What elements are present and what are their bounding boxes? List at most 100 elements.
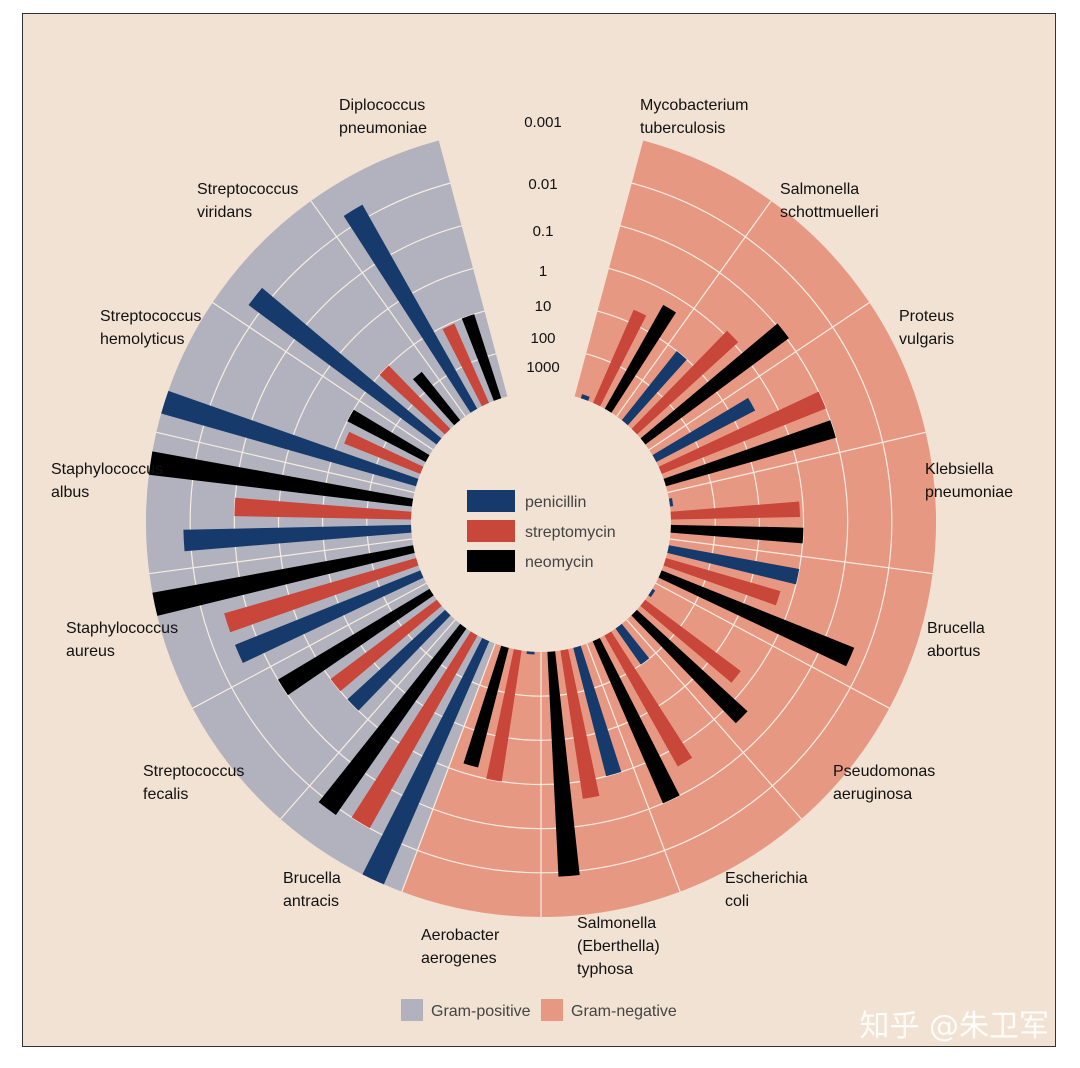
tick-label: 10 — [535, 298, 552, 315]
penicillin-bar — [615, 623, 650, 665]
grid-spoke — [655, 582, 890, 709]
tick-label: 1000 — [526, 359, 559, 376]
bacteria-label: Brucella abortus — [927, 620, 985, 660]
streptomycin-bar — [560, 649, 600, 799]
tick-label: 0.001 — [524, 114, 562, 131]
legend-swatch — [467, 520, 515, 542]
bacteria-labels: Mycobacterium tuberculosis Salmonella schot… — [51, 97, 1013, 978]
bacteria-label: Proteus vulgaris — [899, 308, 954, 348]
tick-labels: 0.001 0.01 0.1 1 10 100 1000 — [524, 114, 562, 376]
bacteria-label-line: Aerobacter — [421, 927, 500, 944]
bacteria-label-line: coli — [725, 893, 749, 910]
bacteria-label-line: typhosa — [577, 961, 633, 978]
penicillin-bar — [648, 588, 656, 598]
grid-spoke — [156, 431, 415, 494]
grid-spoke — [586, 643, 681, 892]
streptomycin-bar — [670, 501, 800, 520]
streptomycin-bar — [631, 330, 739, 435]
penicillin-bar — [621, 350, 687, 426]
neomycin-bar — [670, 524, 804, 544]
neomycin-bar — [592, 637, 680, 804]
bacteria-label-line: viridans — [197, 204, 252, 221]
penicillin-bar — [248, 287, 442, 445]
neomycin-bar — [152, 545, 415, 616]
bacteria-label-line: vulgaris — [899, 331, 954, 348]
bacteria-label-line: Brucella — [927, 620, 985, 637]
bacteria-label-line: Streptococcus — [143, 763, 244, 780]
streptomycin-bar — [330, 599, 442, 692]
bacteria-label: Aerobacter aerogenes — [421, 927, 500, 967]
bacteria-label: Streptococcus hemolyticus — [100, 308, 201, 348]
streptomycin-bar — [351, 631, 478, 829]
streptomycin-bar — [234, 497, 412, 520]
gram-sector — [667, 432, 936, 574]
watermark-text: 知乎 @朱卫军 — [859, 1009, 1049, 1044]
bacteria-label-line: fecalis — [143, 786, 188, 803]
penicillin-bar — [526, 651, 535, 655]
neomycin-bar — [347, 409, 430, 462]
neomycin-bar — [318, 623, 467, 816]
neomycin-bar — [461, 314, 502, 401]
bacteria-label-line: Mycobacterium — [640, 97, 748, 114]
streptomycin-bar — [604, 631, 693, 767]
bacteria-label-line: Brucella — [283, 870, 341, 887]
bacteria-label-line: pneumoniae — [339, 120, 427, 137]
grid-spoke — [669, 538, 933, 575]
legend-swatch — [467, 490, 515, 512]
grid-spoke — [212, 302, 434, 451]
bacteria-label: Salmonella (Eberthella) typhosa — [577, 915, 660, 978]
gram-legend-label: Gram-positive — [431, 1003, 531, 1020]
bacteria-label: Pseudomonas aeruginosa — [833, 763, 935, 803]
bacteria-label-line: Pseudomonas — [833, 763, 935, 780]
radial-bar-chart: 0.001 0.01 0.1 1 10 100 1000 Mycobacterium tube… — [51, 97, 1049, 1044]
gram-legend: Gram-positive Gram-negative — [401, 999, 677, 1021]
bacteria-label-line: antracis — [283, 893, 339, 910]
bacteria-label-line: Salmonella — [780, 181, 859, 198]
grid-spoke — [626, 619, 802, 820]
tick-label: 1 — [539, 263, 547, 280]
gram-legend-swatch — [541, 999, 563, 1021]
grid-spoke — [149, 538, 413, 575]
penicillin-bar — [343, 204, 478, 413]
legend-label: neomycin — [525, 554, 593, 571]
neomycin-bar — [640, 323, 789, 445]
streptomycin-bar — [658, 391, 826, 474]
neomycin-bar — [412, 371, 461, 426]
penicillin-bar — [161, 390, 419, 487]
streptomycin-bar — [224, 558, 419, 633]
neomycin-bar — [604, 304, 677, 413]
neomycin-bar — [277, 588, 434, 696]
bacteria-label-line: pneumoniae — [925, 484, 1013, 501]
streptomycin-bar — [593, 309, 647, 407]
grid-spoke — [667, 431, 926, 494]
grid-spoke — [310, 200, 466, 417]
streptomycin-bar — [442, 323, 489, 407]
tick-label: 0.1 — [533, 223, 554, 240]
bottom-strip — [0, 1048, 1080, 1068]
penicillin-bar — [362, 637, 490, 885]
bacteria-label: Brucella antracis — [283, 870, 341, 910]
bacteria-label: Salmonella schottmuelleri — [780, 181, 879, 221]
streptomycin-bar — [663, 558, 781, 606]
grid-spoke — [616, 200, 772, 417]
grid-spoke — [648, 302, 870, 451]
bacteria-label-line: Escherichia — [725, 870, 808, 887]
neomycin-bar — [658, 570, 855, 667]
grid-spoke — [401, 643, 496, 892]
legend-swatch — [467, 550, 515, 572]
bacteria-label: Escherichia coli — [725, 870, 808, 910]
penicillin-bar — [183, 524, 412, 552]
bacteria-label-line: albus — [51, 484, 89, 501]
legend-label: streptomycin — [525, 524, 616, 541]
bacteria-label-line: Staphylococcus — [51, 461, 163, 478]
neomycin-bar — [631, 609, 748, 724]
bacteria-label: Klebsiella pneumoniae — [925, 461, 1013, 501]
streptomycin-bar — [379, 365, 451, 435]
bacteria-label: Staphylococcus aureus — [66, 620, 178, 660]
tick-label: 100 — [530, 330, 555, 347]
bacteria-label-line: schottmuelleri — [780, 204, 879, 221]
bacteria-label: Diplococcus pneumoniae — [339, 97, 427, 137]
bacteria-label-line: Klebsiella — [925, 461, 994, 478]
penicillin-bar — [573, 645, 622, 777]
bacteria-label-line: aerogenes — [421, 950, 497, 967]
